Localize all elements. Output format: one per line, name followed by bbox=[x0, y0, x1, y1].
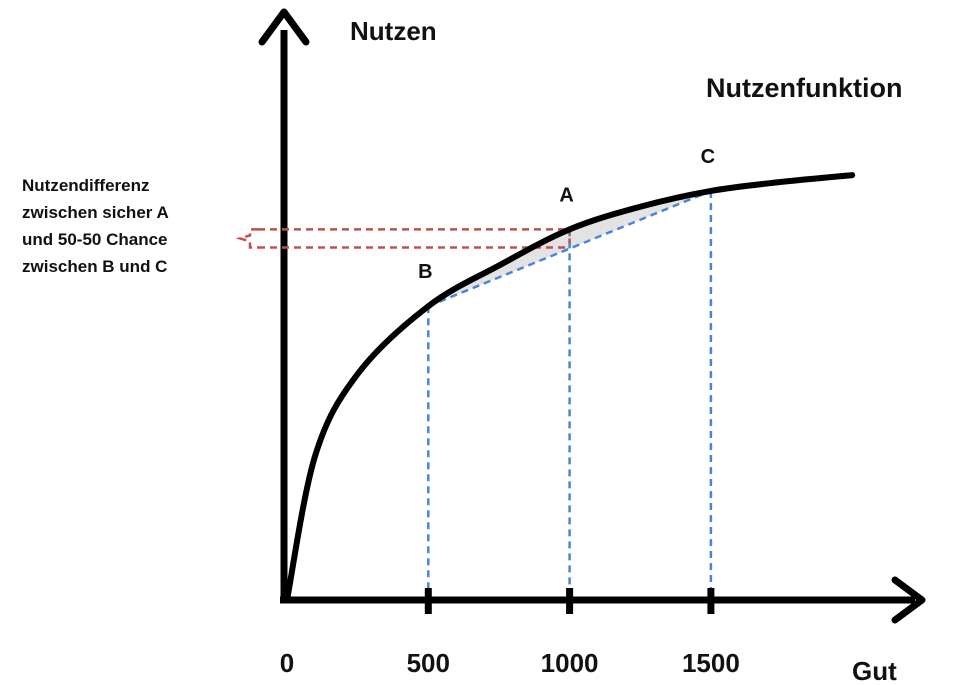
x-ticks bbox=[424, 588, 715, 614]
tick-label-1500: 1500 bbox=[682, 648, 740, 678]
point-label-C: C bbox=[701, 146, 715, 168]
point-label-B: B bbox=[418, 261, 432, 283]
annotation-line-4: zwischen B und C bbox=[22, 257, 168, 276]
horizontal-guides bbox=[258, 228, 571, 249]
x-axis-arrowhead bbox=[891, 576, 926, 624]
tick-label-1000: 1000 bbox=[541, 648, 599, 678]
point-labels: B A C bbox=[418, 146, 715, 283]
annotation-line-2: zwischen sicher A bbox=[22, 203, 169, 222]
annotation-line-3: und 50-50 Chance bbox=[22, 230, 168, 249]
difference-bracket bbox=[235, 228, 258, 249]
vertical-guides bbox=[427, 190, 713, 600]
chord-b-c bbox=[427, 189, 712, 308]
y-axis-arrowhead bbox=[258, 8, 310, 46]
x-axis-label: Gut bbox=[852, 656, 897, 685]
series-label: Nutzenfunktion bbox=[706, 73, 902, 103]
x-tick-labels: 0 500 1000 1500 bbox=[280, 648, 740, 678]
tick-label-500: 500 bbox=[407, 648, 450, 678]
point-label-A: A bbox=[559, 184, 573, 206]
utility-curve bbox=[284, 172, 856, 603]
tick-label-0: 0 bbox=[280, 648, 294, 678]
convexity-shade bbox=[428, 190, 711, 307]
annotation-line-1: Nutzendifferenz bbox=[22, 176, 150, 195]
annotation-text: Nutzendifferenz zwischen sicher A und 50… bbox=[22, 172, 242, 280]
y-axis-label: Nutzen bbox=[350, 16, 437, 46]
